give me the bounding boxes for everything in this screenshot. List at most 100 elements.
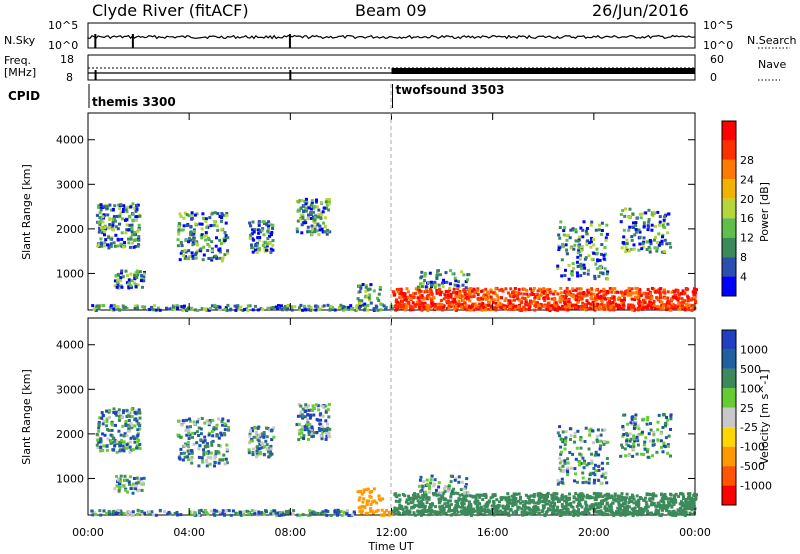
echo-mark: [359, 489, 362, 493]
echo-mark: [558, 461, 562, 465]
echo-mark: [107, 246, 111, 250]
echo-mark: [115, 450, 119, 454]
echo-mark: [575, 504, 579, 508]
echo-mark: [264, 240, 268, 244]
echo-mark: [503, 496, 507, 500]
echo-mark: [102, 205, 106, 209]
echo-mark: [247, 511, 251, 515]
echo-mark: [138, 427, 142, 431]
echo-mark: [542, 287, 546, 291]
echo-mark: [213, 211, 217, 215]
echo-mark: [276, 307, 279, 311]
echo-mark: [582, 461, 586, 465]
echo-mark: [660, 239, 664, 243]
echo-mark: [433, 302, 437, 306]
echo-mark: [470, 307, 474, 311]
echo-mark: [203, 444, 207, 448]
echo-mark: [242, 513, 246, 517]
echo-mark: [116, 278, 120, 282]
echo-mark: [458, 292, 462, 295]
echo-mark: [413, 493, 417, 496]
echo-mark: [583, 257, 587, 261]
echo-mark: [571, 510, 575, 514]
echo-mark: [429, 511, 433, 515]
echo-mark: [366, 511, 369, 515]
echo-mark: [530, 290, 534, 294]
echo-mark: [424, 306, 428, 310]
echo-mark: [451, 300, 455, 304]
echo-mark: [198, 444, 202, 448]
echo-mark: [465, 292, 469, 296]
echo-mark: [124, 208, 128, 212]
echo-mark: [306, 513, 310, 517]
echo-mark: [142, 275, 146, 279]
echo-mark: [197, 512, 201, 516]
echo-mark: [131, 510, 135, 514]
echo-mark: [369, 495, 373, 499]
echo-mark: [603, 307, 606, 311]
echo-mark: [119, 211, 123, 215]
echo-mark: [565, 286, 569, 290]
echo-mark: [396, 304, 400, 308]
echo-mark: [117, 485, 121, 489]
echo-mark: [416, 296, 420, 300]
echo-mark: [464, 485, 467, 489]
nsearch-label: N.Search: [747, 34, 797, 47]
echo-mark: [619, 454, 623, 458]
echo-mark: [585, 243, 589, 247]
echo-mark: [604, 297, 607, 301]
echo-mark: [180, 228, 184, 232]
echo-mark: [409, 297, 413, 300]
nsky-label: N.Sky: [4, 34, 36, 47]
echo-mark: [622, 501, 626, 505]
echo-mark: [602, 289, 606, 293]
echo-mark: [430, 508, 434, 512]
echo-mark: [193, 422, 196, 426]
echo-mark: [126, 414, 130, 418]
echo-mark: [325, 203, 329, 207]
echo-mark: [634, 286, 638, 290]
echo-mark: [124, 218, 127, 222]
echo-mark: [105, 409, 109, 413]
echo-mark: [621, 497, 625, 501]
echo-mark: [629, 421, 633, 425]
echo-mark: [541, 291, 545, 295]
echo-mark: [109, 439, 113, 443]
echo-mark: [217, 248, 221, 252]
echo-mark: [584, 256, 588, 260]
echo-mark: [266, 229, 270, 233]
echo-mark: [662, 441, 666, 445]
echo-mark: [130, 423, 134, 427]
echo-mark: [574, 457, 578, 461]
echo-mark: [211, 434, 215, 438]
echo-mark: [304, 403, 308, 407]
echo-mark: [678, 502, 682, 506]
echo-mark: [606, 440, 610, 444]
echo-mark: [359, 299, 363, 303]
echo-mark: [255, 453, 259, 457]
echo-mark: [106, 213, 110, 217]
echo-mark: [326, 509, 330, 513]
echo-mark: [504, 297, 508, 301]
echo-mark: [522, 292, 526, 296]
echo-mark: [142, 279, 146, 283]
echo-mark: [586, 272, 590, 276]
echo-mark: [137, 235, 141, 239]
echo-mark: [577, 295, 580, 299]
echo-mark: [130, 230, 134, 234]
echo-mark: [295, 423, 299, 427]
echo-mark: [92, 307, 96, 311]
echo-mark: [114, 225, 118, 229]
echo-mark: [100, 242, 104, 246]
echo-mark: [124, 419, 128, 423]
echo-mark: [203, 421, 207, 425]
echo-mark: [136, 508, 140, 512]
echo-mark: [573, 440, 576, 444]
echo-mark: [310, 432, 314, 436]
echo-mark: [120, 271, 123, 275]
echo-mark: [128, 482, 131, 486]
echo-mark: [562, 229, 566, 233]
echo-mark: [318, 224, 322, 228]
echo-mark: [586, 239, 590, 243]
echo-mark: [504, 505, 508, 509]
